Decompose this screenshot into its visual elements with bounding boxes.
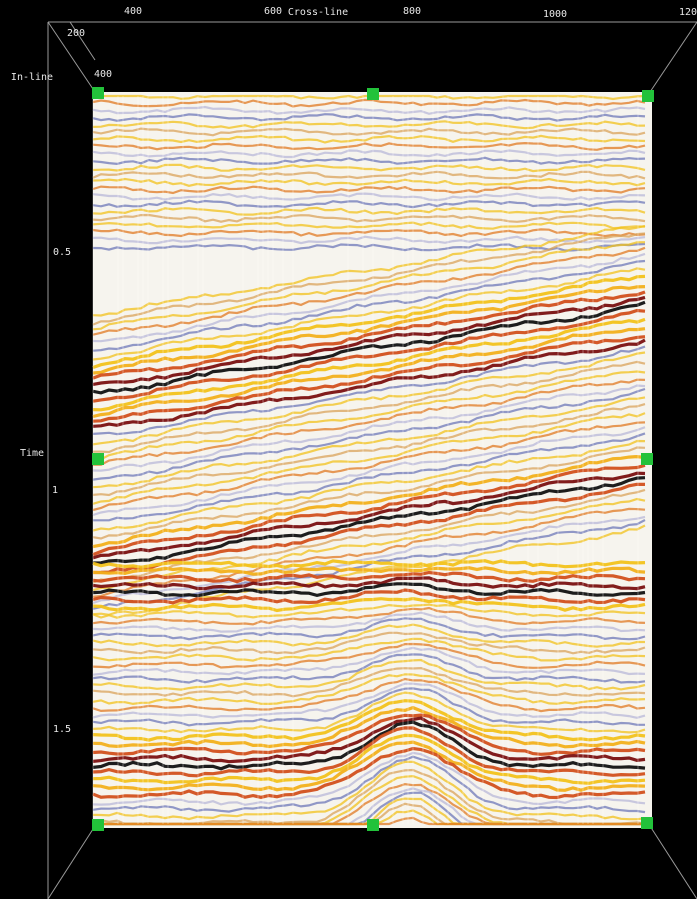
crossline-tick: 400: [124, 6, 142, 17]
inline-tick: 200: [67, 28, 85, 39]
handle: [641, 453, 653, 465]
page: 400 600 Cross-line 800 1000 120 200 In-l…: [0, 0, 697, 899]
handle: [642, 90, 654, 102]
inline-label: In-line: [11, 72, 53, 83]
handle: [92, 453, 104, 465]
time-tick: 1: [52, 485, 58, 496]
time-tick: 1.5: [53, 724, 71, 735]
handle: [641, 817, 653, 829]
handle: [367, 88, 379, 100]
inline-tick: 400: [94, 69, 112, 80]
handle: [92, 87, 104, 99]
crossline-label: Cross-line: [288, 7, 348, 18]
crossline-tick: 120: [679, 7, 697, 18]
seismic-viewer: 400 600 Cross-line 800 1000 120 200 In-l…: [0, 0, 697, 899]
handle: [367, 819, 379, 831]
handle: [92, 819, 104, 831]
crossline-tick: 800: [403, 6, 421, 17]
crossline-tick: 600: [264, 6, 282, 17]
time-tick: 0.5: [53, 247, 71, 258]
time-label: Time: [20, 448, 44, 459]
crossline-tick: 1000: [543, 9, 567, 20]
